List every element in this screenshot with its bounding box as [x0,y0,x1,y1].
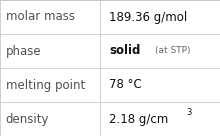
Text: melting point: melting point [6,78,85,92]
Text: 2.18 g/cm: 2.18 g/cm [109,112,168,126]
Text: 78 °C: 78 °C [109,78,142,92]
Text: molar mass: molar mass [6,10,75,24]
Text: (at STP): (at STP) [155,47,190,55]
Text: 189.36 g/mol: 189.36 g/mol [109,10,187,24]
Text: solid: solid [109,44,140,58]
Text: phase: phase [6,44,41,58]
Text: 3: 3 [187,108,192,117]
Text: density: density [6,112,49,126]
